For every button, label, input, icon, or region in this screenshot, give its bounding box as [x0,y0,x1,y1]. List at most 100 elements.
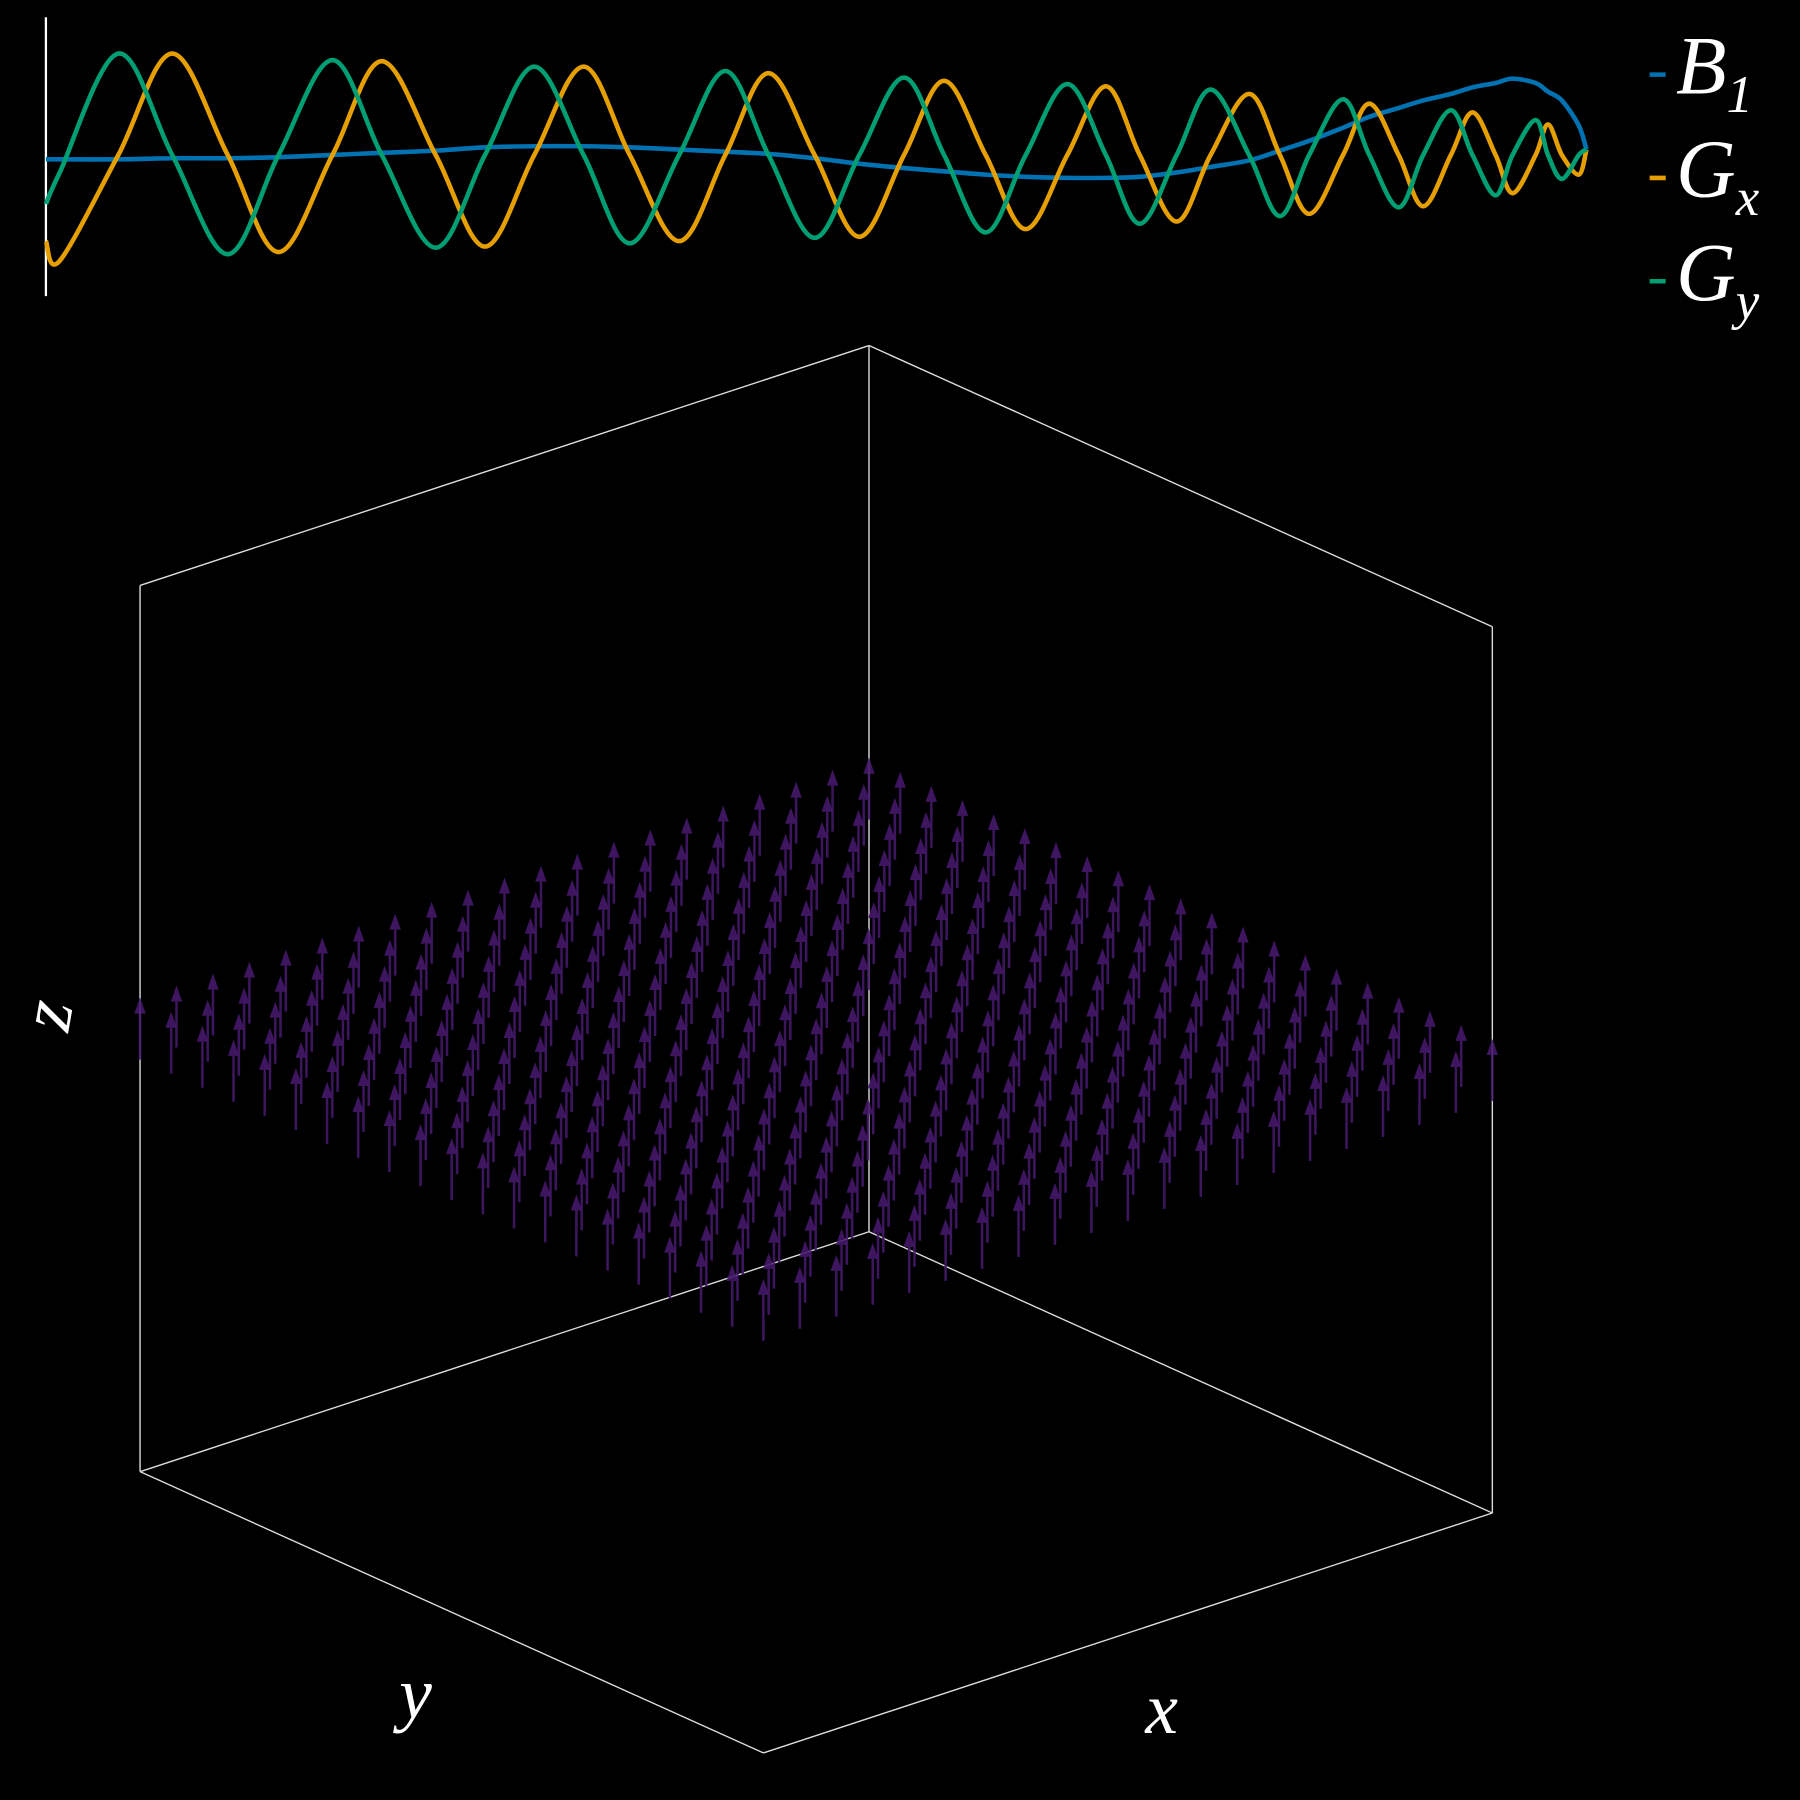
arrow-head [731,1238,744,1255]
arrow-head [457,915,469,932]
arrow-head [586,1116,598,1133]
arrow-head [451,941,464,958]
arrow-head [634,881,646,898]
arrow-head [1236,1096,1249,1113]
arrow [856,1124,869,1187]
arrow-head [446,967,458,984]
arrow [591,1090,604,1153]
arrow-head [894,771,906,788]
arrow-head [1356,1008,1369,1025]
arrow [415,953,427,1016]
arrow-head [514,969,526,986]
arrow-head [1137,1080,1150,1097]
arrow-head [992,958,1005,975]
arrow-head [519,943,531,960]
arrow-head [576,997,588,1015]
arrow [898,1086,911,1149]
arrow [1174,1068,1186,1131]
arrow-head [482,955,495,972]
arrow [404,1005,417,1068]
arrow-head [1112,870,1125,887]
arrow-head [810,1018,822,1035]
arrow [956,970,968,1033]
arrow [519,943,531,1006]
arrow [680,988,692,1051]
arrow-head [971,1062,984,1079]
arrow [784,978,797,1041]
arrow [264,1027,276,1090]
arrow [1283,1032,1296,1095]
arrow [805,873,818,936]
arrow-head [919,982,932,999]
arrow [1351,1034,1363,1097]
arrow [529,891,542,954]
arrow [1257,992,1270,1055]
arrow [425,1071,437,1135]
arrow-head [544,1154,557,1171]
box-edge [139,344,870,587]
arrow-head [1252,1018,1265,1035]
arrow [430,1045,443,1108]
arrow [804,1214,817,1277]
arrow-head [1377,1074,1389,1091]
arrow-head [1330,968,1343,985]
arrow [768,1056,781,1119]
arrow-head [800,899,812,916]
arrow [1236,1096,1249,1159]
arrow [638,1026,651,1089]
arrow [1137,1080,1150,1143]
arrow [1008,1050,1020,1113]
arrow [956,799,969,862]
arrow-head [487,1100,500,1117]
arrow [1163,1120,1176,1183]
arrow [1158,1146,1171,1209]
arrow [1013,1024,1025,1087]
arrow-head [883,994,895,1011]
arrow-head [295,1041,307,1058]
arrow [1418,1036,1431,1099]
arrow [1091,974,1103,1037]
arrow-head [425,901,438,918]
arrow [1294,980,1306,1043]
arrow-head [877,1190,890,1207]
arrow-head [607,1182,619,1199]
arrow-head [758,1108,770,1125]
arrow [717,805,729,868]
arrow [831,1084,843,1147]
arrow-head [1267,1110,1280,1127]
arrow [1273,1084,1285,1147]
arrow-head [868,901,880,919]
arrow [1065,1104,1077,1167]
arrow [597,893,610,956]
arrow-head [280,949,292,966]
arrow [1382,1048,1395,1111]
arrow-head [1174,1068,1186,1085]
arrow [914,1178,926,1241]
legend-label: Gy [1676,226,1760,330]
arrow [388,1083,401,1147]
arrow [461,1060,474,1123]
arrow [679,1158,692,1221]
arrow [877,1190,890,1253]
arrow [1065,934,1078,997]
box-edge [763,1512,1493,1754]
arrow [201,999,214,1062]
arrow-head [170,985,183,1002]
arrow-head [737,1042,750,1059]
arrow-head [862,928,875,945]
arrow-head [784,978,797,995]
arrow-head [961,944,974,961]
arrow [1346,1060,1358,1123]
arrow [456,1086,469,1149]
arrow-head [1195,964,1208,981]
arrow-head [680,988,692,1005]
arrow-head [566,879,578,896]
arrow-head [1122,1158,1134,1175]
arrow [955,1140,968,1203]
arrow-head [915,837,927,854]
arrow [685,1132,697,1195]
arrow-head [748,819,761,836]
arrow [972,892,984,955]
arrow-head [316,937,329,954]
